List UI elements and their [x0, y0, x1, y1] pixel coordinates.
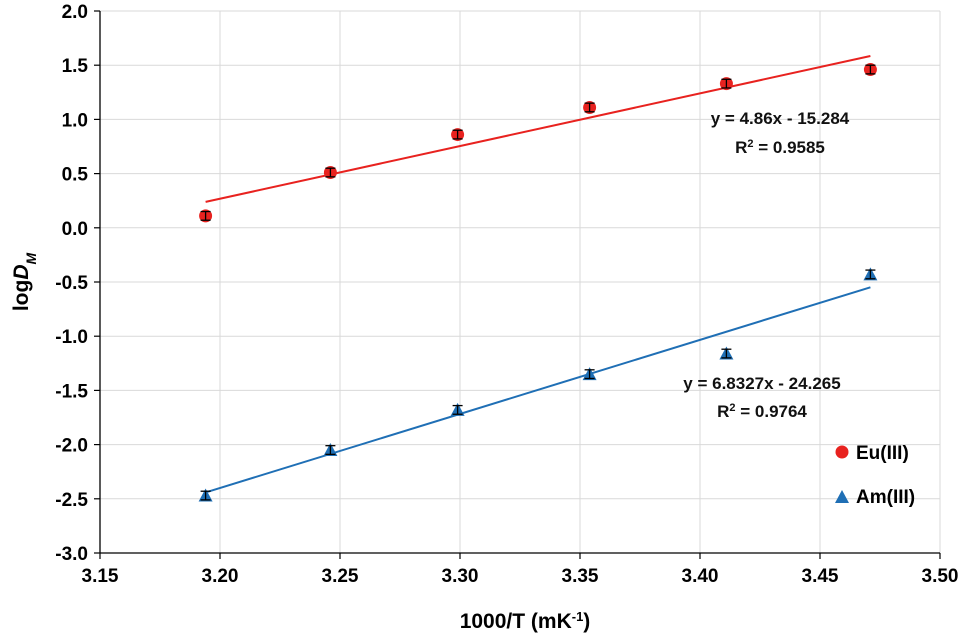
eu-r2: R2 = 0.9585	[735, 138, 825, 157]
y-axis-title: logDM	[10, 253, 39, 312]
x-tick-label: 3.35	[562, 566, 599, 587]
grid-lines	[100, 10, 941, 554]
legend: Eu(III) Am(III)	[835, 443, 915, 508]
legend-am-label: Am(III)	[856, 487, 915, 508]
x-axis-title: 1000/T (mK-1)	[460, 609, 591, 634]
y-tick-label: -2.0	[55, 436, 88, 457]
am-point	[863, 267, 878, 281]
am-point	[450, 402, 465, 416]
x-tick-label: 3.50	[922, 566, 959, 587]
am-r2: R2 = 0.9764	[717, 402, 807, 421]
y-tick-label: 0.0	[62, 219, 88, 240]
y-tick-label: -2.5	[55, 490, 88, 511]
am-point	[719, 346, 734, 360]
y-tick-label: 1.5	[62, 56, 89, 77]
y-tick-label: -0.5	[55, 273, 88, 294]
x-tick-label: 3.15	[82, 566, 119, 587]
am-point	[323, 443, 338, 457]
x-tick-label: 3.20	[202, 566, 239, 587]
am-point	[582, 367, 597, 381]
eu-point	[323, 166, 337, 180]
eu-point	[719, 77, 733, 91]
y-tick-label: 1.0	[62, 110, 88, 131]
y-tick-label: 2.0	[62, 2, 88, 23]
x-tick-label: 3.40	[682, 566, 719, 587]
data-points	[198, 63, 878, 502]
eu-point	[451, 128, 465, 142]
y-tick-label: -3.0	[55, 544, 88, 565]
y-tick-label: 0.5	[62, 165, 89, 186]
eu-point	[583, 100, 597, 114]
y-tick-label: -1.5	[55, 381, 88, 402]
axes	[94, 10, 941, 559]
x-tick-label: 3.45	[802, 566, 839, 587]
am-fit-line	[205, 286, 871, 494]
legend-am-marker	[835, 490, 849, 503]
legend-eu-label: Eu(III)	[856, 443, 909, 464]
am-equation: y = 6.8327x - 24.265	[683, 374, 840, 393]
legend-eu-marker	[835, 445, 849, 459]
eu-fit-line	[205, 55, 871, 203]
eu-point	[863, 63, 877, 77]
x-tick-label: 3.30	[442, 566, 479, 587]
fit-lines	[205, 55, 871, 494]
eu-equation: y = 4.86x - 15.284	[711, 109, 850, 128]
x-tick-label: 3.25	[322, 566, 359, 587]
y-tick-label: -1.0	[55, 327, 88, 348]
am-point	[198, 488, 213, 502]
tick-labels: 3.15 3.20 3.25 3.30 3.35 3.40 3.45 3.50 2.0 1.5 1.…	[55, 2, 958, 587]
eu-point	[199, 209, 213, 223]
